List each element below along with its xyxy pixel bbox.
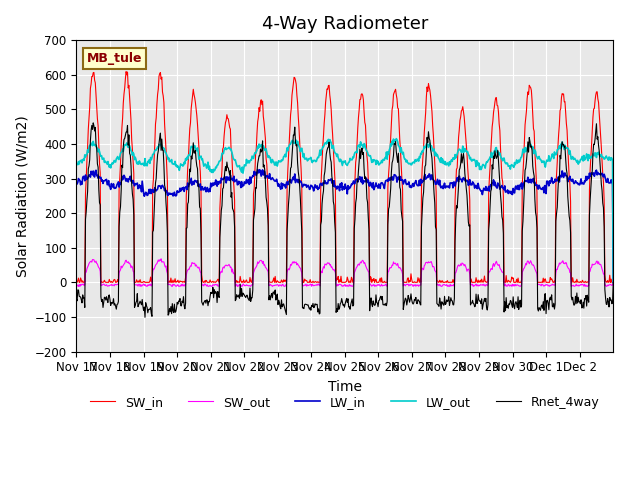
LW_in [401, 177, 408, 183]
LW_out [261, 147, 269, 153]
LW_in [609, 279, 617, 285]
SW_in [401, 279, 409, 285]
Rnet_4way [136, 298, 144, 304]
Rnet_4way [431, 224, 439, 229]
LW_out [401, 156, 408, 162]
SW_out [431, 268, 439, 274]
Rnet_4way [609, 280, 617, 286]
SW_in [236, 279, 243, 285]
Title: 4-Way Radiometer: 4-Way Radiometer [262, 15, 428, 33]
LW_out [281, 152, 289, 157]
Line: SW_out: SW_out [76, 259, 613, 287]
SW_out [235, 283, 243, 288]
LW_out [136, 158, 143, 164]
SW_out [72, 281, 80, 287]
LW_in [234, 181, 242, 187]
Rnet_4way [262, 194, 270, 200]
LW_out [431, 153, 438, 158]
Rnet_4way [72, 296, 80, 301]
SW_in [73, 279, 81, 285]
SW_out [157, 256, 165, 262]
SW_out [401, 282, 408, 288]
SW_out [262, 264, 269, 270]
SW_in [431, 177, 439, 182]
LW_out [609, 279, 617, 285]
X-axis label: Time: Time [328, 380, 362, 394]
LW_in [136, 182, 143, 188]
LW_out [234, 164, 242, 169]
Legend: SW_in, SW_out, LW_in, LW_out, Rnet_4way: SW_in, SW_out, LW_in, LW_out, Rnet_4way [85, 391, 605, 414]
Rnet_4way [90, 120, 97, 126]
SW_out [282, 282, 289, 288]
SW_out [136, 281, 143, 287]
Rnet_4way [401, 295, 409, 301]
LW_out [72, 161, 80, 167]
Y-axis label: Solar Radiation (W/m2): Solar Radiation (W/m2) [15, 115, 29, 276]
Text: MB_tule: MB_tule [87, 52, 143, 65]
Line: SW_in: SW_in [76, 72, 613, 282]
Rnet_4way [282, 312, 290, 317]
SW_out [609, 279, 617, 285]
LW_in [254, 167, 262, 172]
LW_in [72, 181, 80, 187]
Line: Rnet_4way: Rnet_4way [76, 123, 613, 317]
Rnet_4way [236, 295, 243, 301]
LW_out [392, 136, 400, 142]
Rnet_4way [141, 314, 149, 320]
LW_in [262, 176, 269, 181]
SW_in [262, 156, 270, 161]
SW_in [122, 69, 130, 74]
LW_in [431, 179, 438, 184]
SW_out [409, 284, 417, 289]
SW_in [282, 279, 290, 285]
SW_in [609, 279, 617, 285]
SW_in [72, 278, 80, 284]
Line: LW_in: LW_in [76, 169, 613, 282]
LW_in [282, 185, 289, 191]
Line: LW_out: LW_out [76, 139, 613, 282]
SW_in [137, 279, 145, 285]
